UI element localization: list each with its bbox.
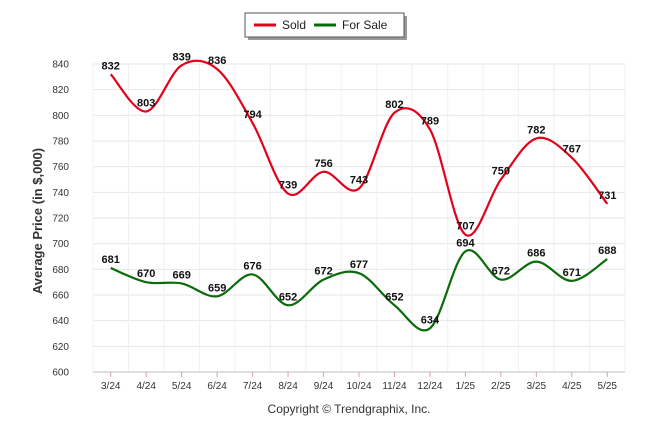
y-tick-label: 740 [52, 188, 69, 199]
series-lines [109, 59, 609, 332]
data-label-for-sale: 652 [279, 291, 297, 303]
y-tick-label: 700 [52, 239, 69, 250]
y-tick-label: 680 [52, 265, 69, 276]
x-tick-label: 4/24 [136, 381, 156, 392]
y-tick-label: 660 [52, 291, 69, 302]
y-tick-label: 620 [52, 342, 69, 353]
data-label-sold: 782 [527, 124, 545, 136]
data-label-sold: 794 [243, 109, 262, 121]
data-label-for-sale: 669 [172, 269, 190, 281]
x-tick-label: 10/24 [346, 381, 371, 392]
y-tick-label: 800 [52, 111, 69, 122]
x-tick-label: 5/24 [172, 381, 192, 392]
copyright-text: Copyright © Trendgraphix, Inc. [268, 402, 431, 416]
data-label-sold: 731 [598, 190, 616, 202]
x-tick-label: 4/25 [562, 381, 582, 392]
data-label-for-sale: 652 [385, 291, 403, 303]
data-label-for-sale: 688 [598, 245, 616, 257]
data-label-sold: 707 [456, 221, 474, 233]
y-axis-title: Average Price (in $,000) [30, 148, 45, 294]
x-tick-label: 2/25 [491, 381, 511, 392]
data-label-sold: 802 [385, 99, 403, 111]
y-tick-label: 760 [52, 162, 69, 173]
x-tick-label: 3/24 [101, 381, 121, 392]
y-tick-label: 840 [52, 60, 69, 71]
y-tick-label: 820 [52, 85, 69, 96]
x-tick-label: 9/24 [314, 381, 334, 392]
legend-label-sold: Sold [282, 18, 306, 32]
x-tick-label: 3/25 [527, 381, 547, 392]
data-label-for-sale: 686 [527, 248, 545, 260]
x-tick-label: 12/24 [417, 381, 442, 392]
y-tick-label: 600 [52, 368, 69, 379]
y-tick-label: 640 [52, 316, 69, 327]
data-label-for-sale: 672 [492, 266, 510, 278]
data-label-sold: 803 [137, 97, 155, 109]
data-label-sold: 839 [172, 51, 190, 63]
data-label-sold: 739 [279, 180, 297, 192]
data-label-for-sale: 670 [137, 268, 155, 280]
y-tick-label: 780 [52, 137, 69, 148]
x-tick-label: 11/24 [382, 381, 407, 392]
data-label-sold: 756 [314, 158, 332, 170]
axes: 600 620 640 660 680 700 720 740 760 780 800 820 840 3… [52, 60, 625, 392]
data-label-for-sale: 677 [350, 259, 368, 271]
data-label-sold: 743 [350, 174, 368, 186]
data-label-sold: 750 [492, 166, 510, 178]
data-label-sold: 836 [208, 55, 226, 67]
y-tick-label: 720 [52, 214, 69, 225]
x-tick-label: 8/24 [278, 381, 298, 392]
data-label-for-sale: 676 [243, 260, 261, 272]
data-label-for-sale: 671 [563, 267, 581, 279]
data-label-for-sale: 659 [208, 282, 226, 294]
data-labels: 832 803 839 836 794 739 756 743 802 789 707 750 782 7… [102, 51, 617, 326]
legend: Sold For Sale [244, 12, 407, 40]
series-line-sold [109, 59, 609, 237]
x-tick-label: 7/24 [243, 381, 263, 392]
data-label-for-sale: 672 [314, 266, 332, 278]
data-label-for-sale: 694 [456, 237, 475, 249]
series-line-for-sale [110, 249, 608, 332]
data-label-sold: 832 [102, 60, 120, 72]
data-label-for-sale: 681 [102, 254, 120, 266]
grid [92, 63, 626, 373]
x-tick-label: 5/25 [598, 381, 618, 392]
data-label-sold: 767 [563, 144, 581, 156]
legend-label-for-sale: For Sale [342, 18, 388, 32]
x-tick-label: 6/24 [207, 381, 227, 392]
x-tick-label: 1/25 [456, 381, 476, 392]
data-label-for-sale: 634 [421, 314, 440, 326]
data-label-sold: 789 [421, 115, 439, 127]
